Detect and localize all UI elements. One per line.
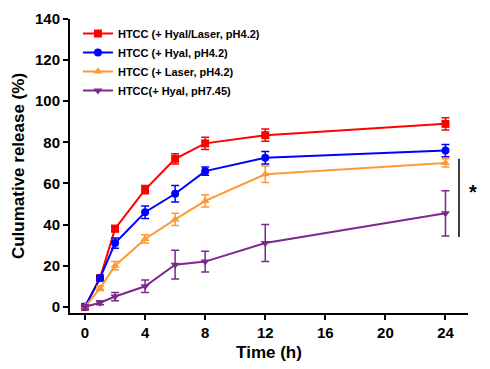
svg-text:20: 20 [43,257,60,274]
svg-text:0: 0 [52,298,60,315]
svg-text:100: 100 [35,92,60,109]
svg-text:12: 12 [257,324,274,341]
svg-text:HTCC (+ Hyal, pH4.2): HTCC (+ Hyal, pH4.2) [118,47,228,59]
svg-text:8: 8 [201,324,209,341]
svg-text:40: 40 [43,216,60,233]
svg-text:16: 16 [317,324,334,341]
svg-text:140: 140 [35,10,60,27]
svg-text:20: 20 [377,324,394,341]
svg-text:0: 0 [81,324,89,341]
svg-text:24: 24 [437,324,454,341]
svg-text:4: 4 [141,324,150,341]
svg-text:120: 120 [35,51,60,68]
svg-text:Culumative release (%): Culumative release (%) [9,73,28,259]
svg-text:HTCC (+ Hyal/Laser, pH4.2): HTCC (+ Hyal/Laser, pH4.2) [118,28,260,40]
svg-text:60: 60 [43,175,60,192]
svg-text:HTCC(+ Hyal, pH7.45): HTCC(+ Hyal, pH7.45) [118,85,231,97]
svg-text:80: 80 [43,134,60,151]
svg-text:Time (h): Time (h) [236,343,302,362]
svg-text:*: * [469,181,477,203]
svg-text:HTCC (+ Laser, pH4.2): HTCC (+ Laser, pH4.2) [118,66,234,78]
